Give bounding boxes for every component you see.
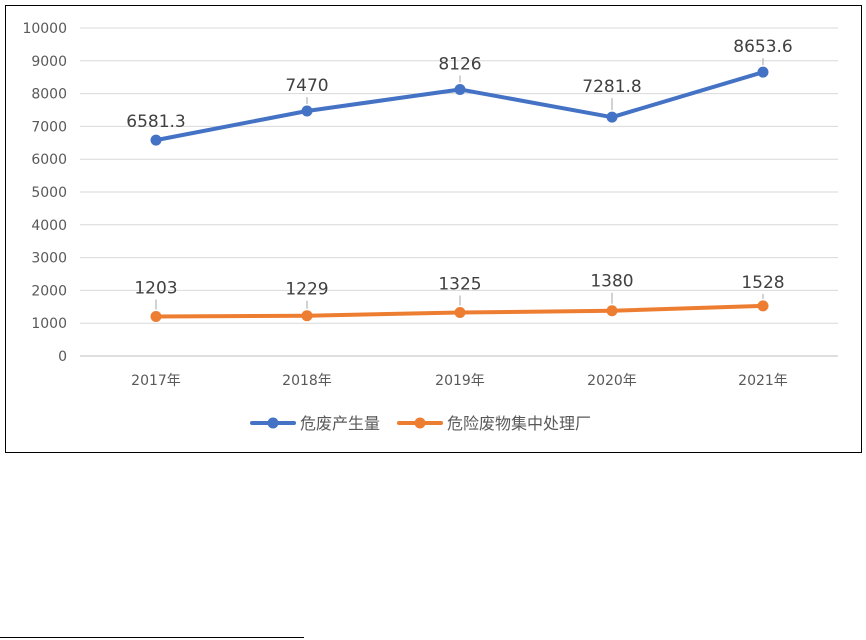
data-point (301, 310, 313, 322)
data-label: 1528 (741, 273, 784, 293)
legend-marker-2 (414, 417, 426, 429)
data-point (454, 307, 466, 319)
x-tick-label: 2018年 (282, 373, 332, 389)
y-tick-label: 2000 (31, 283, 67, 299)
x-tick-label: 2019年 (435, 373, 485, 389)
data-point (606, 305, 618, 317)
y-tick-label: 10000 (22, 21, 67, 37)
data-point (757, 66, 769, 78)
data-label: 8653.6 (733, 37, 792, 57)
data-label: 7281.8 (582, 77, 641, 97)
legend-label-1: 危废产生量 (300, 414, 380, 433)
legend-marker-1 (267, 417, 279, 429)
y-tick-label: 7000 (31, 119, 67, 135)
data-point (757, 300, 769, 312)
data-label: 1380 (590, 272, 633, 292)
y-tick-label: 5000 (31, 185, 67, 201)
y-tick-label: 3000 (31, 251, 67, 267)
y-tick-label: 4000 (31, 218, 67, 234)
data-label: 6581.3 (126, 112, 185, 132)
y-tick-label: 6000 (31, 152, 67, 168)
line-chart: 0 1000 2000 3000 4000 5000 6000 7000 8000 9000 100… (22, 21, 838, 433)
data-point (606, 111, 618, 123)
data-point (150, 311, 162, 323)
y-tick-label: 1000 (31, 316, 67, 332)
y-tick-label: 9000 (31, 54, 67, 70)
data-label: 1325 (438, 275, 481, 295)
data-label: 8126 (438, 54, 481, 74)
legend-label-2: 危险废物集中处理厂 (447, 414, 591, 433)
x-tick-label: 2021年 (738, 373, 788, 389)
x-tick-label: 2020年 (587, 373, 637, 389)
data-point (454, 83, 466, 95)
y-tick-label: 8000 (31, 87, 67, 103)
data-label: 1203 (134, 279, 177, 299)
footnote-rule (0, 637, 304, 638)
data-label: 1229 (285, 280, 328, 300)
x-tick-label: 2017年 (131, 373, 181, 389)
y-tick-label: 0 (58, 349, 67, 365)
chart-frame (5, 5, 862, 453)
data-point (301, 105, 313, 117)
data-point (150, 134, 162, 146)
data-label: 7470 (285, 76, 328, 96)
